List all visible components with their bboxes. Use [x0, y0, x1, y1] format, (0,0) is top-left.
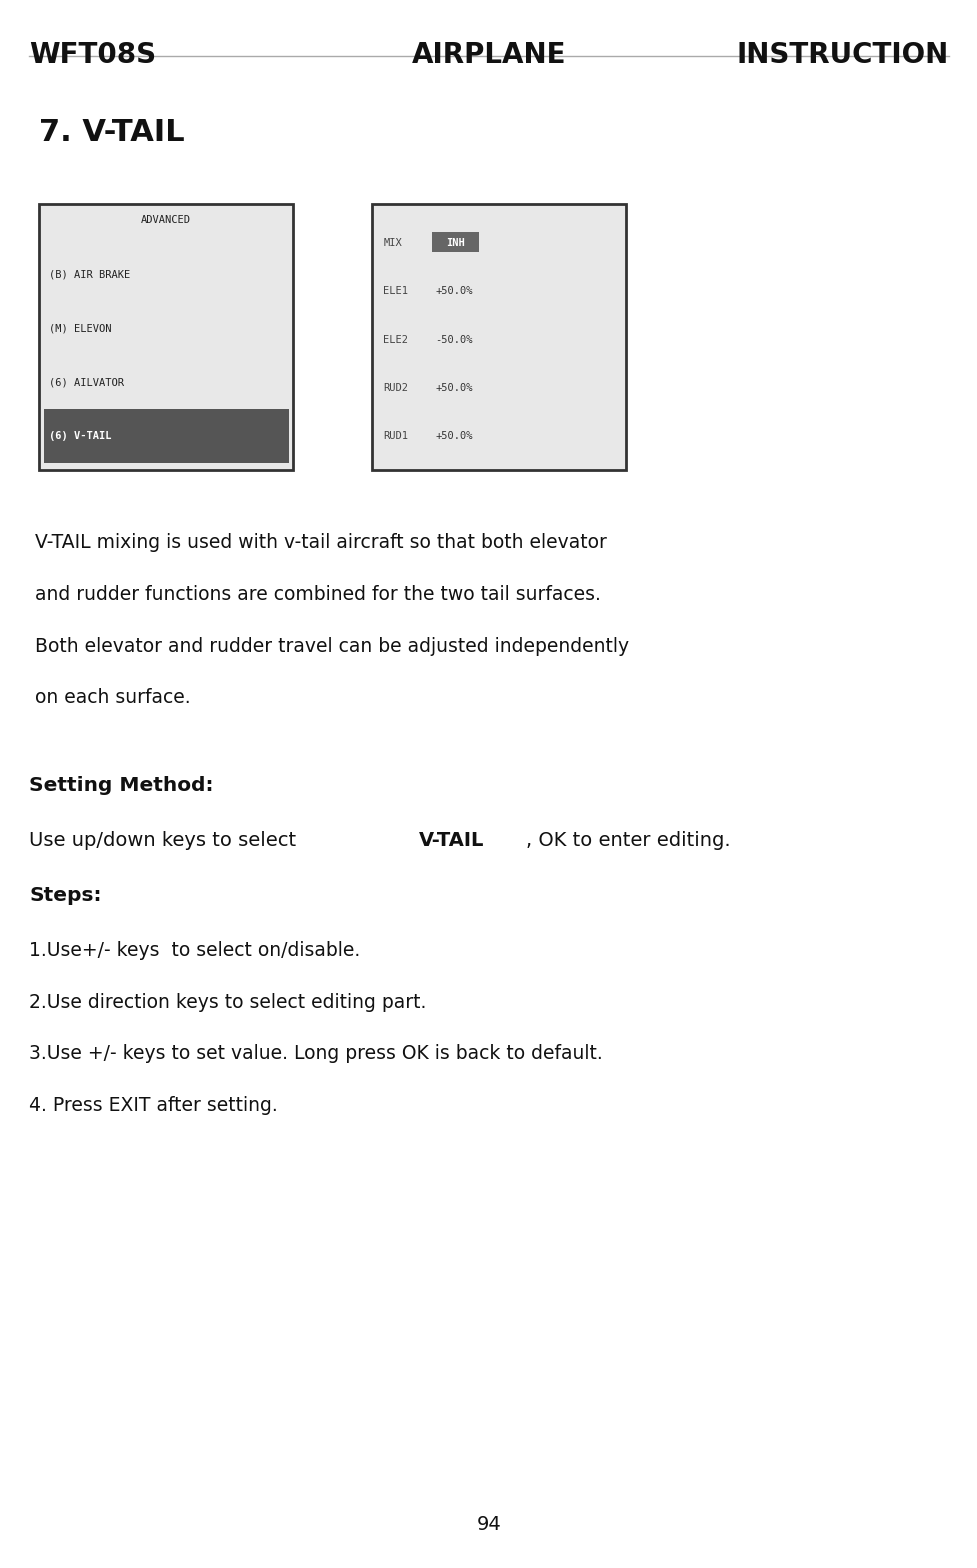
Text: RUD1: RUD1 — [383, 431, 408, 442]
FancyBboxPatch shape — [371, 204, 625, 470]
Text: 3.Use +/- keys to set value. Long press OK is back to default.: 3.Use +/- keys to set value. Long press … — [29, 1044, 603, 1063]
Text: Both elevator and rudder travel can be adjusted independently: Both elevator and rudder travel can be a… — [29, 637, 629, 655]
Text: V-TAIL: V-TAIL — [418, 831, 484, 850]
Text: AIRPLANE: AIRPLANE — [411, 41, 566, 69]
Text: 4. Press EXIT after setting.: 4. Press EXIT after setting. — [29, 1096, 277, 1115]
Text: 7. V-TAIL: 7. V-TAIL — [39, 118, 185, 146]
Text: on each surface.: on each surface. — [29, 688, 191, 707]
Text: +50.0%: +50.0% — [435, 383, 472, 394]
FancyBboxPatch shape — [44, 409, 288, 463]
Text: 94: 94 — [476, 1515, 501, 1534]
Text: ADVANCED: ADVANCED — [141, 215, 191, 224]
Text: , OK to enter editing.: , OK to enter editing. — [526, 831, 730, 850]
Text: Setting Method:: Setting Method: — [29, 776, 214, 795]
Text: INSTRUCTION: INSTRUCTION — [736, 41, 948, 69]
Text: (M) ELEVON: (M) ELEVON — [49, 323, 111, 334]
Text: ELE1: ELE1 — [383, 285, 408, 296]
Text: Steps:: Steps: — [29, 886, 102, 905]
Text: V-TAIL mixing is used with v-tail aircraft so that both elevator: V-TAIL mixing is used with v-tail aircra… — [29, 533, 607, 552]
Text: (6) V-TAIL: (6) V-TAIL — [49, 431, 111, 441]
Text: MIX: MIX — [383, 238, 402, 248]
FancyBboxPatch shape — [432, 232, 479, 252]
Text: -50.0%: -50.0% — [435, 334, 472, 345]
Text: RUD2: RUD2 — [383, 383, 408, 394]
Text: and rudder functions are combined for the two tail surfaces.: and rudder functions are combined for th… — [29, 585, 601, 604]
Text: ELE2: ELE2 — [383, 334, 408, 345]
Text: 1.Use+/- keys  to select on/disable.: 1.Use+/- keys to select on/disable. — [29, 941, 361, 960]
FancyBboxPatch shape — [39, 204, 293, 470]
Text: (B) AIR BRAKE: (B) AIR BRAKE — [49, 270, 130, 279]
Text: WFT08S: WFT08S — [29, 41, 156, 69]
Text: INH: INH — [446, 238, 465, 248]
Text: (6) AILVATOR: (6) AILVATOR — [49, 376, 124, 387]
Text: 2.Use direction keys to select editing part.: 2.Use direction keys to select editing p… — [29, 993, 426, 1011]
Text: Use up/down keys to select: Use up/down keys to select — [29, 831, 303, 850]
Text: +50.0%: +50.0% — [435, 431, 472, 442]
Text: +50.0%: +50.0% — [435, 285, 472, 296]
